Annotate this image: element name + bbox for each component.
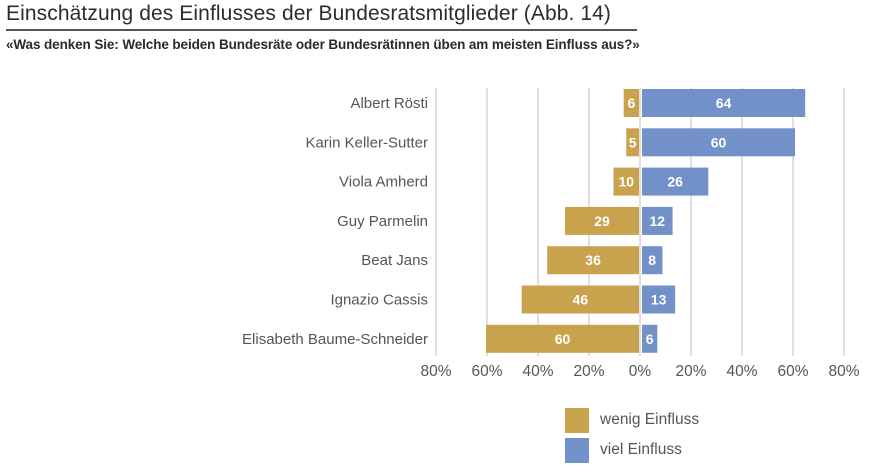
x-tick-label: 20%	[675, 363, 706, 380]
category-label: Karin Keller-Sutter	[305, 134, 428, 151]
bar-value-label: 10	[618, 174, 634, 190]
gridlines	[435, 88, 845, 356]
x-tick-label: 80%	[828, 363, 859, 380]
bar-value-label: 5	[629, 134, 637, 150]
bar-value-label: 6	[627, 95, 635, 111]
x-tick-label: 40%	[522, 363, 553, 380]
category-label: Albert Rösti	[350, 95, 428, 112]
category-labels: Albert Rösti Karin Keller-Sutter Viola Amh…	[242, 95, 428, 348]
bar-wenig-einfluss	[486, 324, 639, 353]
bar-viel-einfluss	[642, 167, 709, 196]
bar-value-label: 6	[646, 331, 654, 347]
bar-value-label: 8	[648, 252, 656, 268]
legend-item-viel: viel Einfluss	[565, 435, 699, 465]
bar-value-label: 12	[650, 213, 666, 229]
bar-wenig-einfluss	[565, 206, 639, 235]
bar-viel-einfluss	[642, 206, 673, 235]
category-label: Elisabeth Baume-Schneider	[242, 331, 428, 348]
legend-label-viel: viel Einfluss	[600, 441, 682, 458]
x-tick-label: 60%	[471, 363, 502, 380]
x-axis-tick-labels: 80% 60% 40% 20% 0% 20% 40% 60% 80%	[420, 363, 859, 380]
x-tick-label: 60%	[777, 363, 808, 380]
bar-wenig-einfluss	[547, 246, 639, 275]
chart-title: Einschätzung des Einflusses der Bundesra…	[6, 2, 612, 25]
bar-wenig-einfluss	[626, 128, 639, 157]
category-label: Beat Jans	[361, 252, 428, 269]
bar-viel-einfluss	[642, 89, 806, 117]
x-tick-label: 80%	[420, 363, 451, 380]
bar-value-label: 60	[555, 331, 571, 347]
x-tick-label: 40%	[726, 363, 757, 380]
bar-viel-einfluss	[642, 246, 663, 275]
chart-subtitle: «Was denken Sie: Welche beiden Bundesrät…	[6, 37, 640, 52]
legend-swatch-wenig	[565, 407, 589, 433]
bar-value-label: 36	[585, 252, 601, 268]
category-label: Guy Parmelin	[337, 213, 428, 230]
category-label: Ignazio Cassis	[330, 292, 428, 309]
title-underline	[6, 29, 637, 31]
bar-value-label: 26	[667, 174, 683, 190]
legend-label-wenig: wenig Einfluss	[600, 411, 700, 428]
bar-value-label: 60	[711, 134, 727, 150]
bar-viel-einfluss	[642, 285, 676, 314]
legend-swatch-viel	[565, 437, 589, 463]
bar-value-label: 64	[716, 95, 732, 111]
bar-viel-einfluss	[642, 324, 658, 353]
legend: wenig Einfluss viel Einfluss	[565, 405, 699, 465]
bar-viel-einfluss	[642, 128, 795, 157]
bar-wenig-einfluss	[623, 89, 639, 117]
bar-wenig-einfluss	[613, 167, 639, 196]
x-tick-label: 0%	[629, 363, 652, 380]
bar-wenig-einfluss	[521, 285, 639, 314]
bars: 6 64 5 60 10 26 29 12 36 8 46 13 60 6	[486, 89, 806, 353]
x-tick-label: 20%	[573, 363, 604, 380]
bar-value-label: 46	[573, 292, 589, 308]
bar-value-label: 29	[594, 213, 610, 229]
category-label: Viola Amherd	[339, 174, 428, 191]
bar-value-label: 13	[651, 292, 667, 308]
legend-item-wenig: wenig Einfluss	[565, 405, 699, 435]
